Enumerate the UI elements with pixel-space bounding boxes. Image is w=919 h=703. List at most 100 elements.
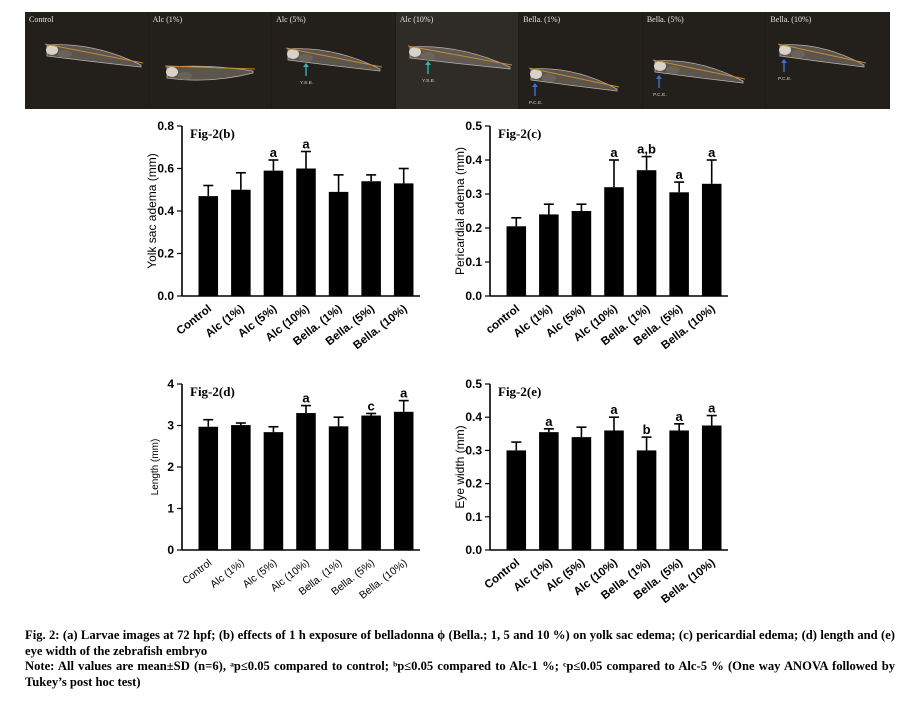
- larva-image-panel: P.C.E. Bella. (1%): [519, 12, 642, 109]
- bar: [636, 170, 657, 296]
- larva-head: [165, 66, 178, 77]
- larva-head: [408, 47, 421, 58]
- larva-head: [779, 45, 792, 56]
- significance-label: a: [610, 145, 618, 160]
- y-tick-label: 0.2: [465, 221, 482, 235]
- bar: [361, 415, 381, 550]
- chart-svg: 0.0 0.1 0.2 0.3 0.4 0.5 Eye width (mm) Fig-2(e)…: [453, 377, 728, 606]
- annotation-label: Y.S.E.: [422, 78, 436, 84]
- larvae-image-strip: Control Alc (1%) Y.S.E. Alc (5%) Y.S.E. Alc (…: [25, 12, 890, 109]
- y-tick-label: 0.6: [157, 162, 174, 176]
- significance-label: a: [676, 409, 684, 424]
- larva-head: [287, 49, 300, 60]
- y-tick-label: 2: [167, 460, 174, 474]
- bar: [231, 425, 251, 550]
- arrow-head-icon: [781, 59, 788, 63]
- larva-image-panel: Y.S.E. Alc (5%): [272, 12, 395, 109]
- y-tick-label: 0.2: [465, 477, 482, 491]
- arrow-head-icon: [424, 60, 431, 65]
- caption-note: Note: All values are mean±SD (n=6), ᵃp≤0…: [25, 659, 895, 689]
- larva-image-panel: P.C.E. Bella. (5%): [642, 12, 766, 109]
- y-tick-label: 3: [167, 419, 174, 433]
- significance-label: b: [643, 422, 651, 437]
- y-tick-label: 0.2: [157, 247, 174, 261]
- significance-label: a: [545, 414, 553, 429]
- arrow-head-icon: [303, 62, 310, 67]
- larva-image-panel: Control: [25, 12, 148, 109]
- larva-image: Y.S.E.: [286, 47, 383, 86]
- annotation-label: P.C.E.: [529, 100, 543, 106]
- larva-image-panel: Alc (1%): [148, 12, 272, 109]
- bar: [604, 187, 624, 296]
- bar: [231, 189, 251, 296]
- y-tick-label: 0.8: [157, 119, 174, 133]
- significance-label: c: [368, 398, 375, 413]
- y-axis-label: Pericardial adema (mm): [453, 147, 467, 275]
- length-measure-line: [44, 43, 144, 64]
- larva-image-panel: Y.S.E. Alc (10%): [395, 12, 519, 109]
- length-measure-line: [778, 43, 867, 64]
- arrow-head-icon: [532, 82, 539, 87]
- caption-main: Fig. 2: (a) Larvae images at 72 hpf; (b)…: [25, 628, 895, 658]
- larva-body: [530, 68, 618, 92]
- larva-image: [44, 43, 144, 68]
- y-tick-label: 0.3: [465, 443, 482, 457]
- yolk-sac: [299, 54, 314, 62]
- bar: [571, 211, 592, 296]
- y-axis-label: Yolk sac adema (mm): [145, 153, 159, 269]
- annotation-label: P.C.E.: [653, 92, 667, 98]
- bar: [296, 168, 316, 296]
- length-measure-line: [529, 67, 620, 88]
- x-tick-label: Alc (1%): [208, 557, 247, 591]
- bar: [636, 450, 657, 550]
- arrow-head-icon: [655, 74, 662, 79]
- significance-label: a: [676, 167, 684, 182]
- bar: [701, 183, 722, 296]
- length-measure-line: [286, 47, 383, 68]
- bar: [506, 226, 527, 296]
- larva-image: P.C.E.: [529, 67, 620, 106]
- y-tick-label: 0.0: [465, 543, 482, 557]
- larva-head: [653, 60, 666, 71]
- significance-label: a,b: [637, 142, 656, 157]
- panel-title: Fig-2(d): [190, 384, 235, 399]
- bar: [539, 432, 559, 550]
- significance-label: a: [708, 145, 716, 160]
- chart-svg: 0.0 0.1 0.2 0.3 0.4 0.5 Pericardial adema (mm)…: [453, 119, 728, 352]
- bar: [571, 437, 592, 550]
- y-tick-label: 0.1: [465, 510, 482, 524]
- y-tick-label: 4: [167, 377, 174, 391]
- bar: [328, 191, 349, 296]
- y-tick-label: 0.1: [465, 255, 482, 269]
- bar: [328, 426, 349, 550]
- larva-body: [287, 48, 381, 72]
- y-tick-label: 1: [167, 502, 174, 516]
- bar: [263, 170, 284, 296]
- larva-body: [46, 44, 142, 68]
- bar: [669, 430, 689, 550]
- annotation-label: Y.S.E.: [300, 80, 314, 86]
- bar: [539, 214, 559, 296]
- chart-svg: 0.0 0.2 0.4 0.6 0.8 Yolk sac adema (mm) Fig-2(…: [145, 119, 420, 352]
- yolk-sac: [177, 71, 192, 80]
- y-tick-label: 0.4: [465, 410, 482, 424]
- larva-image-label: Alc (5%): [276, 15, 306, 24]
- chart-eye-width: 0.0 0.1 0.2 0.3 0.4 0.5 Eye width (mm) Fig-2(e)…: [448, 374, 738, 629]
- y-tick-label: 0.5: [465, 377, 482, 391]
- yolk-sac: [542, 73, 557, 82]
- larva-image-label: Alc (10%): [399, 15, 434, 24]
- chart-pericardial-edema: 0.0 0.1 0.2 0.3 0.4 0.5 Pericardial adema (mm)…: [448, 116, 738, 371]
- bar: [198, 196, 219, 296]
- yolk-sac: [665, 65, 680, 74]
- bar: [296, 413, 316, 550]
- larva-image: [164, 65, 255, 81]
- larva-image-label: Alc (1%): [152, 15, 183, 24]
- significance-label: a: [302, 391, 310, 406]
- chart-yolk-sac-edema: 0.0 0.2 0.4 0.6 0.8 Yolk sac adema (mm) Fig-2(…: [140, 116, 430, 371]
- bar: [393, 411, 414, 550]
- y-tick-label: 0.4: [157, 204, 174, 218]
- length-measure-line: [407, 45, 512, 66]
- significance-label: a: [302, 137, 310, 152]
- y-tick-label: 0.4: [465, 153, 482, 167]
